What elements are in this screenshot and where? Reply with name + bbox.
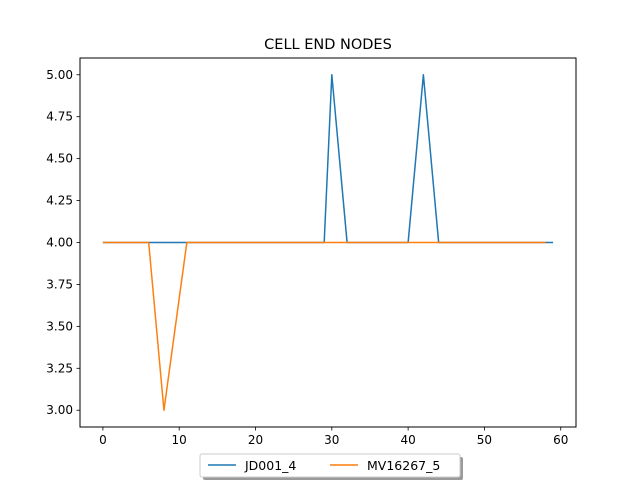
x-tick-label: 0: [99, 433, 107, 447]
y-tick-label: 4.75: [46, 110, 73, 124]
x-tick-label: 60: [553, 433, 568, 447]
legend: JD001_4 MV16267_5: [199, 453, 463, 480]
legend-label-1: MV16267_5: [367, 458, 440, 473]
y-tick-label: 4.00: [46, 236, 73, 250]
y-tick-label: 4.50: [46, 152, 73, 166]
y-axis: 3.00 3.25 3.50 3.75 4.00 4.25 4.50 4.75 5.00: [46, 68, 80, 417]
y-tick-label: 3.50: [46, 319, 73, 333]
x-tick-label: 10: [172, 433, 187, 447]
y-tick-label: 3.25: [46, 361, 73, 375]
x-tick-label: 30: [324, 433, 339, 447]
y-tick-label: 3.00: [46, 403, 73, 417]
legend-label-0: JD001_4: [244, 458, 296, 473]
plot-lines: [102, 74, 554, 411]
series-line-0: [102, 74, 554, 244]
x-axis: 0 10 20 30 40 50 60: [99, 427, 568, 447]
x-tick-label: 20: [248, 433, 263, 447]
chart-title: CELL END NODES: [264, 37, 392, 53]
y-tick-label: 4.25: [46, 194, 73, 208]
series-line-1: [102, 241, 546, 411]
y-tick-label: 3.75: [46, 277, 73, 291]
x-tick-label: 40: [400, 433, 415, 447]
y-tick-label: 5.00: [46, 68, 73, 82]
x-tick-label: 50: [477, 433, 492, 447]
